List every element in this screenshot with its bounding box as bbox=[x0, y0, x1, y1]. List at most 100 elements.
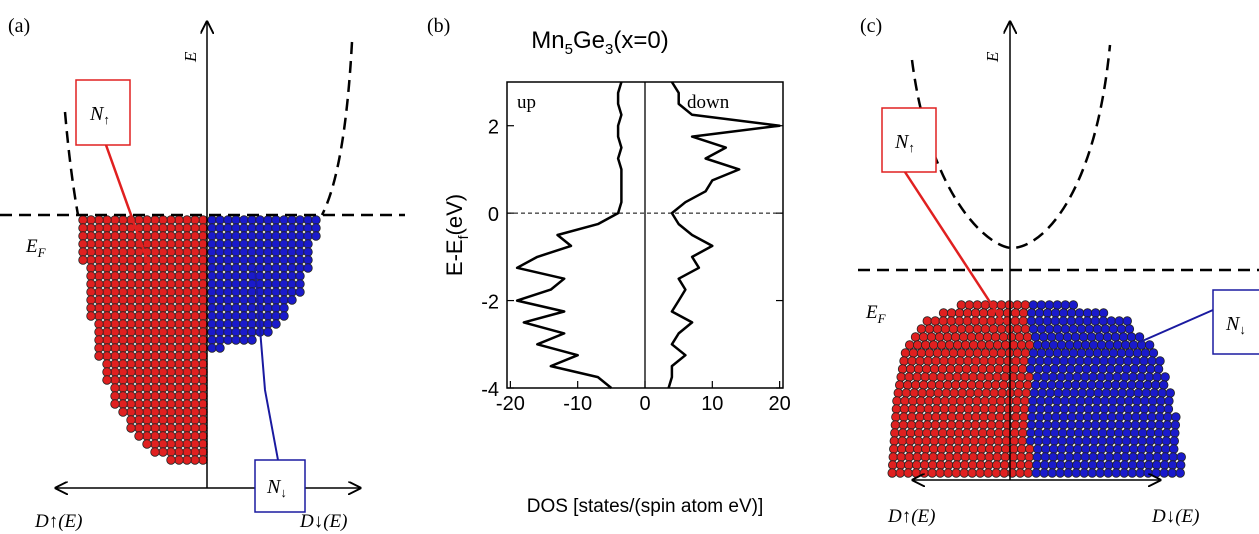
state-dot bbox=[1003, 356, 1013, 366]
state-dot bbox=[1081, 444, 1091, 454]
state-dot bbox=[118, 255, 128, 265]
state-dot bbox=[215, 215, 225, 225]
state-dot bbox=[311, 223, 321, 233]
state-dot bbox=[986, 420, 997, 430]
state-dot bbox=[945, 436, 956, 446]
state-dot bbox=[968, 460, 978, 470]
state-dot bbox=[207, 247, 217, 257]
state-dot bbox=[1014, 332, 1025, 342]
state-dot bbox=[142, 431, 152, 441]
state-dot bbox=[988, 348, 999, 358]
state-dot bbox=[102, 375, 112, 385]
state-dot bbox=[1049, 436, 1060, 446]
state-dot bbox=[903, 380, 913, 390]
state-dot bbox=[1090, 428, 1100, 438]
state-dot bbox=[912, 340, 923, 350]
state-dot bbox=[166, 215, 176, 225]
x-tick-label: 10 bbox=[701, 393, 723, 415]
state-dot bbox=[102, 255, 112, 265]
state-dot bbox=[231, 295, 241, 305]
state-dot bbox=[1039, 468, 1049, 478]
state-dot bbox=[190, 375, 200, 385]
state-dot bbox=[966, 332, 977, 342]
state-dot bbox=[150, 431, 160, 441]
state-dot bbox=[134, 335, 144, 345]
state-dot bbox=[1052, 324, 1063, 334]
state-dot bbox=[946, 308, 957, 318]
state-dot bbox=[182, 351, 192, 361]
state-dot bbox=[1047, 468, 1057, 478]
state-dot bbox=[944, 340, 955, 350]
state-dot bbox=[207, 335, 217, 345]
state-dot bbox=[239, 215, 249, 225]
state-dot bbox=[255, 303, 265, 313]
state-dot bbox=[1016, 372, 1026, 382]
state-dot bbox=[239, 311, 249, 321]
state-dot bbox=[182, 407, 192, 417]
state-dot bbox=[182, 295, 192, 305]
state-dot bbox=[118, 295, 128, 305]
state-dot bbox=[936, 452, 946, 462]
state-dot bbox=[94, 271, 104, 281]
state-dot bbox=[930, 316, 940, 326]
state-dot bbox=[134, 359, 144, 369]
state-dot bbox=[944, 452, 954, 462]
state-dot bbox=[1084, 348, 1095, 358]
state-dot bbox=[166, 223, 176, 233]
state-dot bbox=[1075, 412, 1085, 422]
state-dot bbox=[142, 415, 152, 425]
state-dot bbox=[1153, 444, 1163, 454]
state-dot bbox=[1114, 428, 1124, 438]
state-dot bbox=[1033, 364, 1044, 374]
state-dot bbox=[182, 327, 192, 337]
state-dot bbox=[223, 287, 233, 297]
state-dot bbox=[86, 215, 96, 225]
label-box bbox=[75, 79, 131, 146]
state-dot bbox=[1066, 420, 1077, 430]
state-dot bbox=[150, 407, 160, 417]
state-dot bbox=[198, 383, 208, 393]
state-dot bbox=[174, 399, 184, 409]
state-dot bbox=[959, 380, 969, 390]
state-dot bbox=[126, 287, 136, 297]
state-dot bbox=[925, 388, 935, 398]
state-dot bbox=[110, 375, 120, 385]
state-dot bbox=[102, 319, 112, 329]
state-dot bbox=[1137, 444, 1147, 454]
y-tick-label: -2 bbox=[481, 292, 499, 314]
state-dot bbox=[255, 263, 265, 273]
state-dot bbox=[182, 319, 192, 329]
state-dot bbox=[110, 239, 120, 249]
state-dot bbox=[1000, 340, 1011, 350]
state-dot bbox=[94, 247, 104, 257]
state-dot bbox=[279, 271, 289, 281]
state-dot bbox=[158, 319, 168, 329]
state-dot bbox=[198, 215, 208, 225]
state-dot bbox=[142, 407, 152, 417]
state-dot bbox=[190, 311, 200, 321]
state-dot bbox=[1042, 420, 1053, 430]
state-dot bbox=[311, 231, 321, 241]
state-dot bbox=[1067, 412, 1077, 422]
state-dot bbox=[1084, 396, 1094, 406]
state-dot bbox=[1134, 380, 1145, 390]
state-dot bbox=[1032, 372, 1042, 382]
state-dot bbox=[961, 364, 972, 374]
state-dot bbox=[86, 287, 96, 297]
state-dot bbox=[182, 303, 192, 313]
state-dot bbox=[977, 436, 988, 446]
state-dot bbox=[1083, 412, 1093, 422]
state-dot bbox=[166, 447, 176, 457]
state-dot bbox=[198, 295, 208, 305]
state-dot bbox=[303, 255, 313, 265]
state-dot bbox=[142, 383, 152, 393]
state-dot bbox=[134, 383, 144, 393]
state-dot bbox=[215, 279, 225, 289]
state-dot bbox=[940, 348, 951, 358]
state-dot bbox=[947, 412, 957, 422]
state-dot bbox=[1048, 460, 1058, 470]
state-dot bbox=[142, 367, 152, 377]
state-dot bbox=[959, 468, 969, 478]
state-dot bbox=[158, 255, 168, 265]
